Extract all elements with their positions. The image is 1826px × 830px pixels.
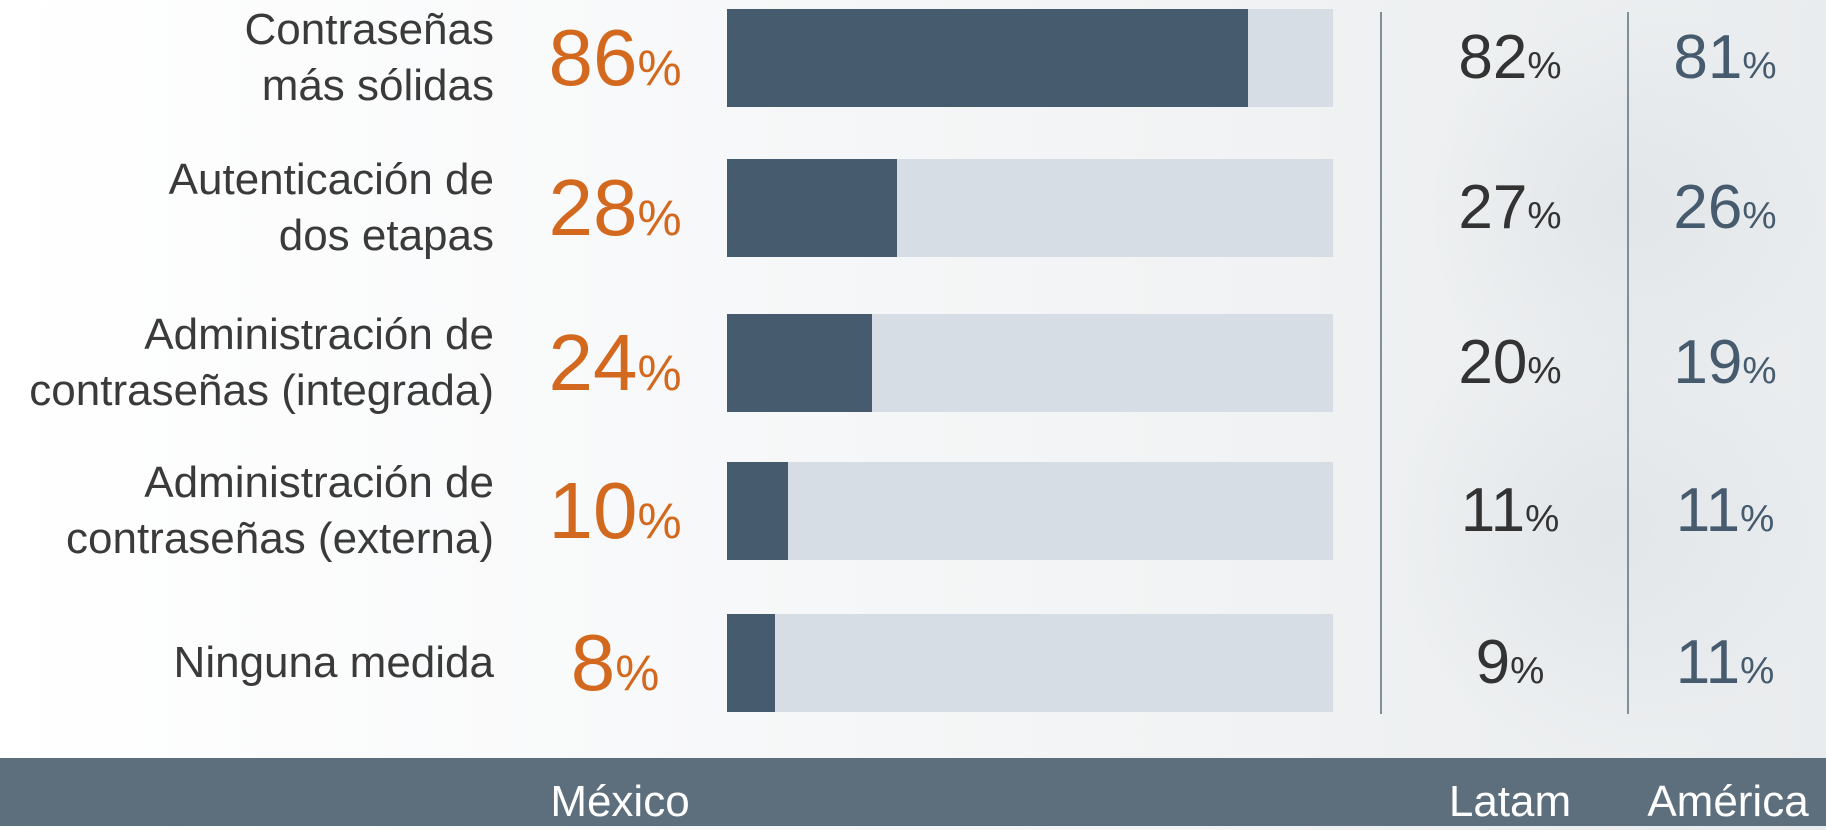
latam-value-unit: % <box>1527 194 1562 237</box>
bar-track <box>727 614 1333 712</box>
bar-mexico <box>727 614 776 712</box>
category-label: Administración de contraseñas (externa) <box>66 458 494 563</box>
latam-value-number: 11 <box>1460 476 1526 545</box>
legend-footer: México Latam América <box>0 758 1826 826</box>
bar-mexico <box>727 314 873 412</box>
america-value-unit: % <box>1742 44 1777 87</box>
america-value-unit: % <box>1742 194 1777 237</box>
mexico-value-unit: % <box>637 190 682 246</box>
legend-america: América <box>1647 777 1809 826</box>
america-value: 26% <box>1630 168 1820 256</box>
category-label: Autenticación de dos etapas <box>168 155 494 260</box>
latam-value-unit: % <box>1525 497 1560 540</box>
bar-mexico <box>727 9 1249 107</box>
latam-value-number: 82 <box>1458 23 1528 92</box>
background-figure-body <box>1380 300 1826 760</box>
america-value: 19% <box>1630 323 1820 411</box>
category-label: Contraseñas más sólidas <box>244 5 494 110</box>
latam-value-number: 9 <box>1475 628 1511 697</box>
mexico-value: 28% <box>520 158 710 268</box>
mexico-value: 10% <box>520 461 710 571</box>
mexico-value-number: 28 <box>548 163 638 252</box>
mexico-value-unit: % <box>615 645 660 701</box>
legend-mexico: México <box>550 777 690 826</box>
latam-value: 9% <box>1400 623 1620 711</box>
category-label: Ninguna medida <box>173 638 494 687</box>
latam-value: 20% <box>1400 323 1620 411</box>
america-value: 81% <box>1630 18 1820 106</box>
bar-mexico <box>727 159 897 257</box>
mexico-value-number: 10 <box>548 466 638 555</box>
mexico-value-unit: % <box>637 493 682 549</box>
mexico-value: 24% <box>520 313 710 423</box>
latam-value: 82% <box>1400 18 1620 106</box>
mexico-value-number: 8 <box>570 618 616 707</box>
legend-latam: Latam <box>1448 777 1572 826</box>
latam-value-unit: % <box>1527 44 1562 87</box>
latam-value-unit: % <box>1527 349 1562 392</box>
america-value-number: 11 <box>1675 628 1741 697</box>
mexico-value: 86% <box>520 8 710 118</box>
mexico-value-unit: % <box>637 40 682 96</box>
bar-track <box>727 462 1333 560</box>
divider-america <box>1627 12 1629 714</box>
america-value-number: 11 <box>1675 476 1741 545</box>
america-value-number: 19 <box>1673 328 1743 397</box>
bar-track <box>727 159 1333 257</box>
latam-value-unit: % <box>1510 649 1545 692</box>
latam-value: 11% <box>1400 471 1620 559</box>
america-value-unit: % <box>1740 497 1775 540</box>
america-value-number: 26 <box>1673 173 1743 242</box>
mexico-value-number: 24 <box>548 318 638 407</box>
bar-track <box>727 314 1333 412</box>
america-value-unit: % <box>1740 649 1775 692</box>
latam-value: 27% <box>1400 168 1620 256</box>
latam-value-number: 27 <box>1458 173 1528 242</box>
category-label: Administración de contraseñas (integrada… <box>29 310 494 415</box>
latam-value-number: 20 <box>1458 328 1528 397</box>
bar-mexico <box>727 462 788 560</box>
mexico-value-unit: % <box>637 345 682 401</box>
mexico-value-number: 86 <box>548 13 638 102</box>
america-value-unit: % <box>1742 349 1777 392</box>
mexico-value: 8% <box>520 613 710 723</box>
america-value: 11% <box>1630 471 1820 559</box>
america-value: 11% <box>1630 623 1820 711</box>
divider-latam <box>1380 12 1382 714</box>
america-value-number: 81 <box>1673 23 1743 92</box>
bar-track <box>727 9 1333 107</box>
